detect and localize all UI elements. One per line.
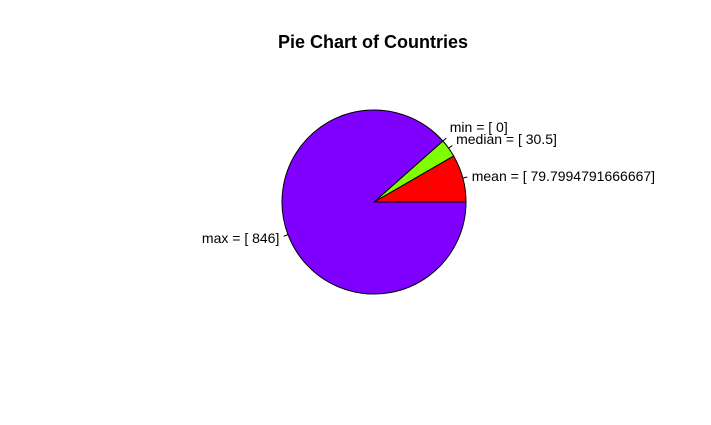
pie-label-min: min = [ 0] — [450, 119, 508, 135]
pie-label-tick-min — [442, 137, 447, 142]
pie-label-tick-mean — [462, 176, 468, 179]
pie-labels: mean = [ 79.7994791666667] median = [ 30.… — [202, 119, 655, 246]
pie-slices — [281, 109, 467, 295]
pie-label-mean: mean = [ 79.7994791666667] — [472, 168, 655, 184]
pie-label-median: median = [ 30.5] — [456, 131, 557, 147]
pie-slice-max — [281, 109, 467, 295]
pie-label-tick-median — [448, 145, 453, 149]
pie-label-tick-max — [283, 234, 289, 237]
chart-title: Pie Chart of Countries — [278, 32, 468, 52]
pie-label-max: max = [ 846] — [202, 230, 279, 246]
